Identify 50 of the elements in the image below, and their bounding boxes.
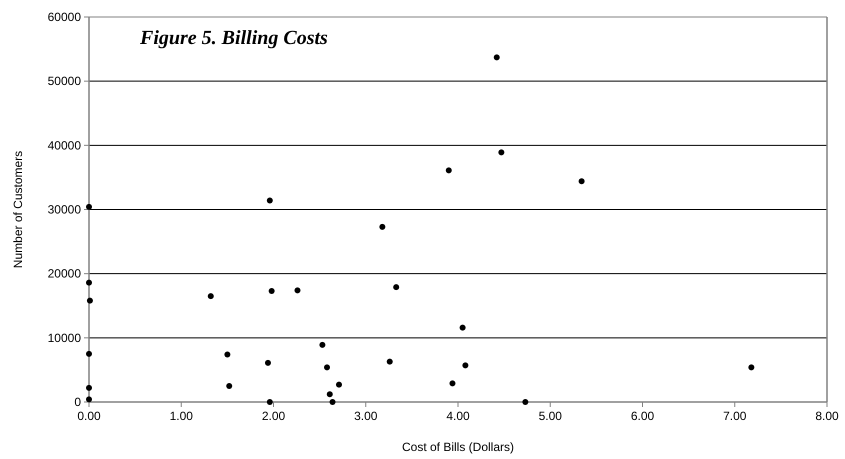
- point: [379, 224, 386, 230]
- text: Figure 5. Billing Costs: [139, 27, 328, 49]
- x-tick-label: 5.00: [538, 409, 562, 423]
- point: [462, 362, 468, 368]
- point: [226, 382, 232, 389]
- point: [264, 360, 271, 366]
- point: [578, 178, 585, 184]
- point: [498, 149, 504, 156]
- point: [324, 364, 330, 370]
- point: [86, 396, 92, 402]
- point: [224, 352, 230, 358]
- x-tick-label: 1.00: [170, 409, 194, 423]
- point: [494, 54, 500, 60]
- point: [266, 198, 273, 204]
- point: [330, 399, 336, 405]
- x-tick-label: 8.00: [815, 409, 839, 423]
- point: [522, 399, 528, 405]
- x-tick-label: 4.00: [446, 409, 470, 423]
- y-tick-label: 40000: [48, 138, 82, 152]
- x-tick-label: 6.00: [630, 409, 654, 423]
- point: [86, 298, 93, 304]
- point: [266, 399, 273, 405]
- x-tick-label: 2.00: [262, 409, 286, 423]
- point: [294, 287, 300, 294]
- x-tick-label: 0.00: [77, 409, 101, 423]
- y-tick-label: 30000: [48, 202, 82, 216]
- y-tick-label: 20000: [48, 266, 82, 281]
- point: [86, 204, 92, 210]
- point: [326, 391, 333, 398]
- x-tick-label: 3.00: [354, 409, 378, 423]
- point: [208, 293, 214, 300]
- y-tick-label: 60000: [48, 10, 82, 24]
- y-tick-label: 50000: [48, 74, 82, 88]
- x-axis-title: Cost of Bills (Dollars): [402, 440, 514, 454]
- point: [446, 167, 452, 174]
- point: [268, 288, 275, 294]
- y-tick-label: 10000: [48, 330, 82, 345]
- point: [460, 324, 466, 331]
- point: [86, 384, 92, 391]
- point: [86, 280, 92, 286]
- x-tick-label: 7.00: [723, 409, 747, 423]
- point: [386, 358, 393, 365]
- y-tick-label: 0: [74, 395, 82, 409]
- point: [449, 380, 456, 386]
- point: [86, 350, 92, 357]
- point: [336, 382, 342, 388]
- point: [319, 342, 326, 348]
- point: [748, 364, 754, 370]
- point: [393, 284, 400, 290]
- y-axis-title: Number of Customers: [11, 150, 25, 268]
